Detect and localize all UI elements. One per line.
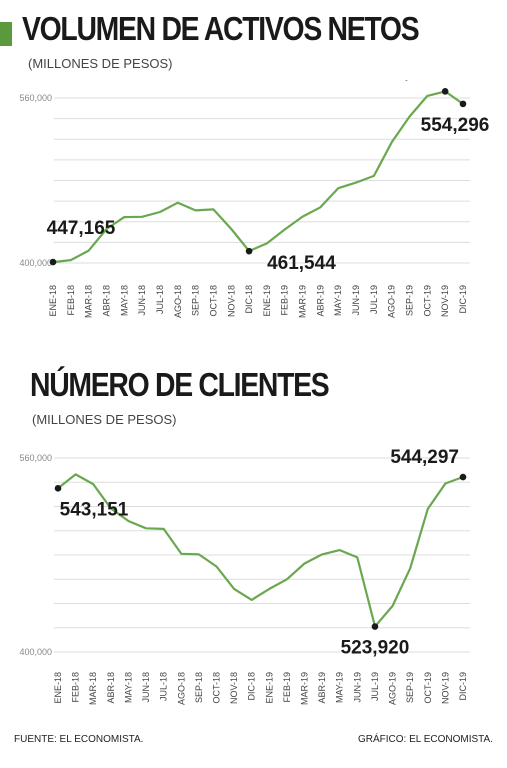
data-point [441, 88, 449, 95]
x-tick-label: MAR-19 [298, 285, 308, 318]
x-tick-label: ENE-19 [264, 672, 274, 704]
x-tick-label: OCT-18 [208, 285, 218, 317]
x-tick-label: MAR-18 [84, 285, 94, 318]
data-point [459, 473, 467, 481]
y-tick-label: 560,000 [19, 93, 52, 103]
x-tick-label: NOV-19 [440, 672, 450, 704]
x-tick-label: JUL-19 [369, 285, 379, 314]
x-tick-label: DIC-19 [458, 285, 468, 314]
x-tick-label: DIC-18 [247, 672, 257, 701]
x-tick-label: ABR-18 [101, 285, 111, 317]
x-tick-label: ENE-18 [53, 672, 63, 704]
x-tick-label: AGO-19 [387, 285, 397, 318]
x-tick-label: SEP-18 [194, 672, 204, 703]
x-tick-label: MAY-18 [119, 285, 129, 316]
data-point [54, 485, 62, 492]
x-tick-label: MAR-18 [88, 672, 98, 705]
x-tick-label: ABR-19 [315, 285, 325, 317]
x-tick-label: AGO-18 [173, 285, 183, 318]
data-label: 554,296 [421, 115, 490, 136]
x-tick-label: SEP-19 [405, 672, 415, 703]
series-line [57, 473, 464, 628]
x-tick-label: ABR-19 [317, 672, 327, 704]
x-tick-label: ENE-18 [48, 285, 58, 317]
line-chart-clientes: 400,000 560,000 ENE-18 FEB-18 MAR-18 ABR-18 MA… [19, 447, 470, 705]
chart-title-activos: VOLUMEN DE ACTIVOS NETOS [22, 10, 420, 47]
data-label: 523,920 [341, 638, 410, 659]
data-label: 447,165 [47, 218, 116, 239]
source-note: FUENTE: EL ECONOMISTA. [14, 734, 144, 745]
chart-title-clientes: NÚMERO DE CLIENTES [30, 366, 330, 403]
accent-bar [0, 22, 12, 46]
x-tick-label: ABR-18 [106, 672, 116, 704]
x-tick-label: DIC-19 [458, 672, 468, 701]
x-tick-label: JUL-18 [159, 672, 169, 701]
x-tick-label: FEB-19 [280, 285, 290, 316]
data-label: 461,544 [267, 253, 336, 274]
y-tick-label: 400,000 [19, 647, 52, 657]
x-tick-label: JUL-18 [155, 285, 165, 314]
x-tick-label: JUN-18 [137, 285, 147, 316]
line-chart-activos: 400,000 560,000 ENE-18 FEB-18 MAR-18 ABR-18 MA… [19, 80, 490, 318]
x-tick-label: NOV-19 [440, 285, 450, 317]
x-tick-label: JUN-19 [352, 672, 362, 703]
x-tick-label: AGO-18 [176, 672, 186, 705]
x-tick-label: JUL-19 [370, 672, 380, 701]
data-label: 543,151 [60, 499, 129, 520]
series-line [52, 90, 464, 264]
data-point [49, 258, 57, 266]
x-tick-label: FEB-18 [71, 672, 81, 703]
data-label: 544,297 [390, 447, 459, 468]
x-tick-label: DIC-18 [244, 285, 254, 314]
x-tick-label: NOV-18 [229, 672, 239, 704]
x-tick-label: FEB-19 [282, 672, 292, 703]
x-tick-label: NOV-18 [226, 285, 236, 317]
chart-subtitle-clientes: (MILLONES DE PESOS) [32, 412, 177, 427]
credit-note: GRÁFICO: EL ECONOMISTA. [357, 734, 493, 745]
x-tick-label: OCT-19 [422, 285, 432, 317]
x-tick-label: FEB-18 [66, 285, 76, 316]
x-tick-label: ENE-19 [262, 285, 272, 317]
x-tick-label: OCT-19 [423, 672, 433, 704]
chart-subtitle-activos: (MILLONES DE PESOS) [28, 56, 173, 71]
x-tick-label: AGO-19 [388, 672, 398, 705]
data-label: 566,442 [372, 80, 441, 82]
y-tick-label: 400,000 [19, 258, 52, 268]
x-tick-label: SEP-18 [191, 285, 201, 316]
x-tick-label: MAY-19 [335, 672, 345, 703]
x-tick-label: OCT-18 [211, 672, 221, 704]
y-tick-label: 560,000 [19, 453, 52, 463]
x-tick-label: MAR-19 [300, 672, 310, 705]
data-point [371, 623, 379, 630]
x-tick-label: SEP-19 [405, 285, 415, 316]
data-point [459, 100, 467, 108]
x-tick-label: MAY-19 [333, 285, 343, 316]
data-point [245, 247, 253, 255]
x-tick-label: MAY-18 [123, 672, 133, 703]
x-tick-label: JUN-18 [141, 672, 151, 703]
x-tick-label: JUN-19 [351, 285, 361, 316]
